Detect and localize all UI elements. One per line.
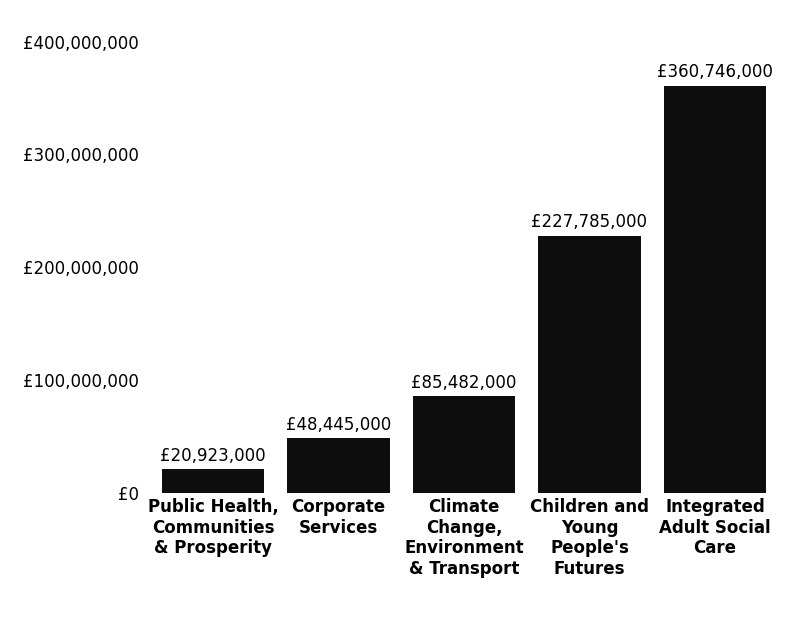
- Bar: [538, 236, 641, 493]
- Text: £360,746,000: £360,746,000: [657, 63, 773, 82]
- Text: £85,482,000: £85,482,000: [411, 374, 517, 392]
- Text: £20,923,000: £20,923,000: [160, 447, 266, 465]
- Bar: [663, 86, 766, 493]
- Bar: [162, 470, 265, 493]
- Text: £227,785,000: £227,785,000: [531, 214, 647, 231]
- Text: £48,445,000: £48,445,000: [286, 416, 391, 434]
- Bar: [287, 438, 390, 493]
- Bar: [413, 396, 515, 493]
